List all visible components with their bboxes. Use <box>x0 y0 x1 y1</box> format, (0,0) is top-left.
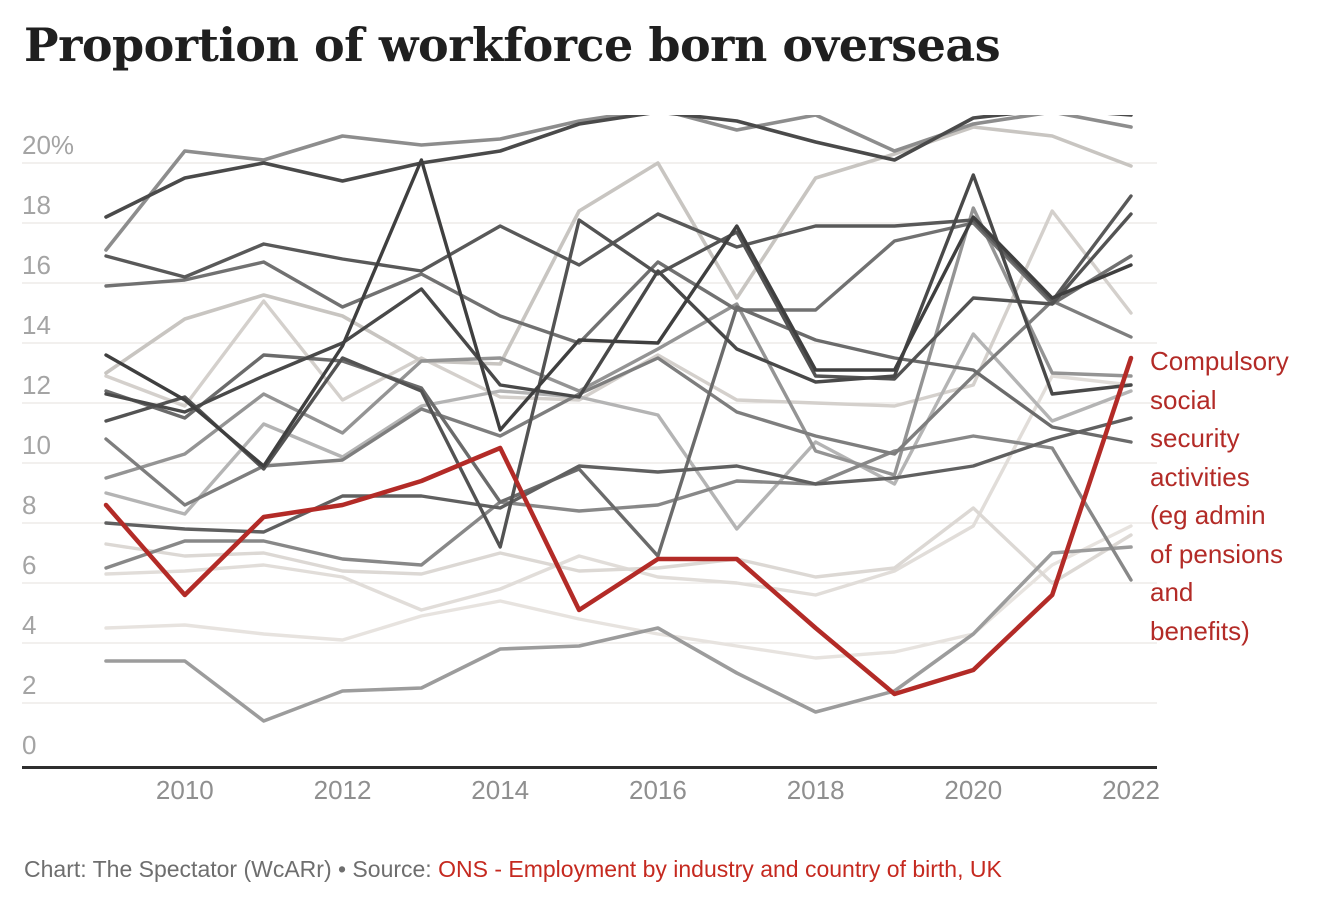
footer-source-link[interactable]: ONS - Employment by industry and country… <box>438 856 1002 882</box>
y-tick-label: 6 <box>22 550 36 580</box>
x-tick-label: 2022 <box>1102 775 1160 805</box>
series-line <box>104 545 1133 723</box>
series-line <box>104 506 1133 585</box>
series-line <box>104 158 1133 468</box>
line-chart: 0 2 4 6 8 10 12 14 16 18 20% 2010 2012 2014 2016 2018 20… <box>22 115 1160 805</box>
x-tick-label: 2012 <box>314 775 372 805</box>
series-line <box>104 173 1133 414</box>
y-tick-label: 18 <box>22 190 51 220</box>
series-line <box>104 305 1133 558</box>
highlight-series-line <box>103 355 1134 697</box>
series-line <box>104 332 1133 531</box>
series-line <box>104 524 1133 660</box>
series-line <box>104 125 1133 375</box>
y-tick-label: 14 <box>22 310 51 340</box>
series-line <box>104 416 1133 534</box>
x-tick-label: 2020 <box>944 775 1002 805</box>
y-tick-label: 4 <box>22 610 36 640</box>
x-tick-label: 2016 <box>629 775 687 805</box>
chart-area: 0 2 4 6 8 10 12 14 16 18 20% 2010 2012 2014 2016 2018 20… <box>0 110 1330 840</box>
series-line <box>104 115 1133 252</box>
series-line <box>104 374 1133 612</box>
highlight-series-label: Compulsory social security activities (e… <box>1150 346 1289 646</box>
x-tick-label: 2014 <box>471 775 529 805</box>
y-tick-label: 0 <box>22 730 36 760</box>
series-line <box>104 206 1133 480</box>
y-tick-label: 2 <box>22 670 36 700</box>
x-tick-label: 2010 <box>156 775 214 805</box>
series-line <box>104 115 1133 219</box>
y-tick-label: 16 <box>22 250 51 280</box>
y-tick-label: 10 <box>22 430 51 460</box>
footer: Chart: The Spectator (WcARr) • Source: O… <box>24 856 1002 883</box>
series-line <box>104 212 1133 549</box>
series-line <box>104 299 1133 507</box>
series-line <box>104 194 1133 303</box>
y-tick-label: 20% <box>22 130 74 160</box>
y-tick-label: 8 <box>22 490 36 520</box>
footer-credit-text: Chart: The Spectator (WcARr) • Source: <box>24 856 439 882</box>
series-line <box>104 434 1133 582</box>
y-tick-label: 12 <box>22 370 51 400</box>
x-tick-label: 2018 <box>787 775 845 805</box>
series-line <box>104 221 1133 345</box>
page-title: Proportion of workforce born overseas <box>24 18 1001 72</box>
